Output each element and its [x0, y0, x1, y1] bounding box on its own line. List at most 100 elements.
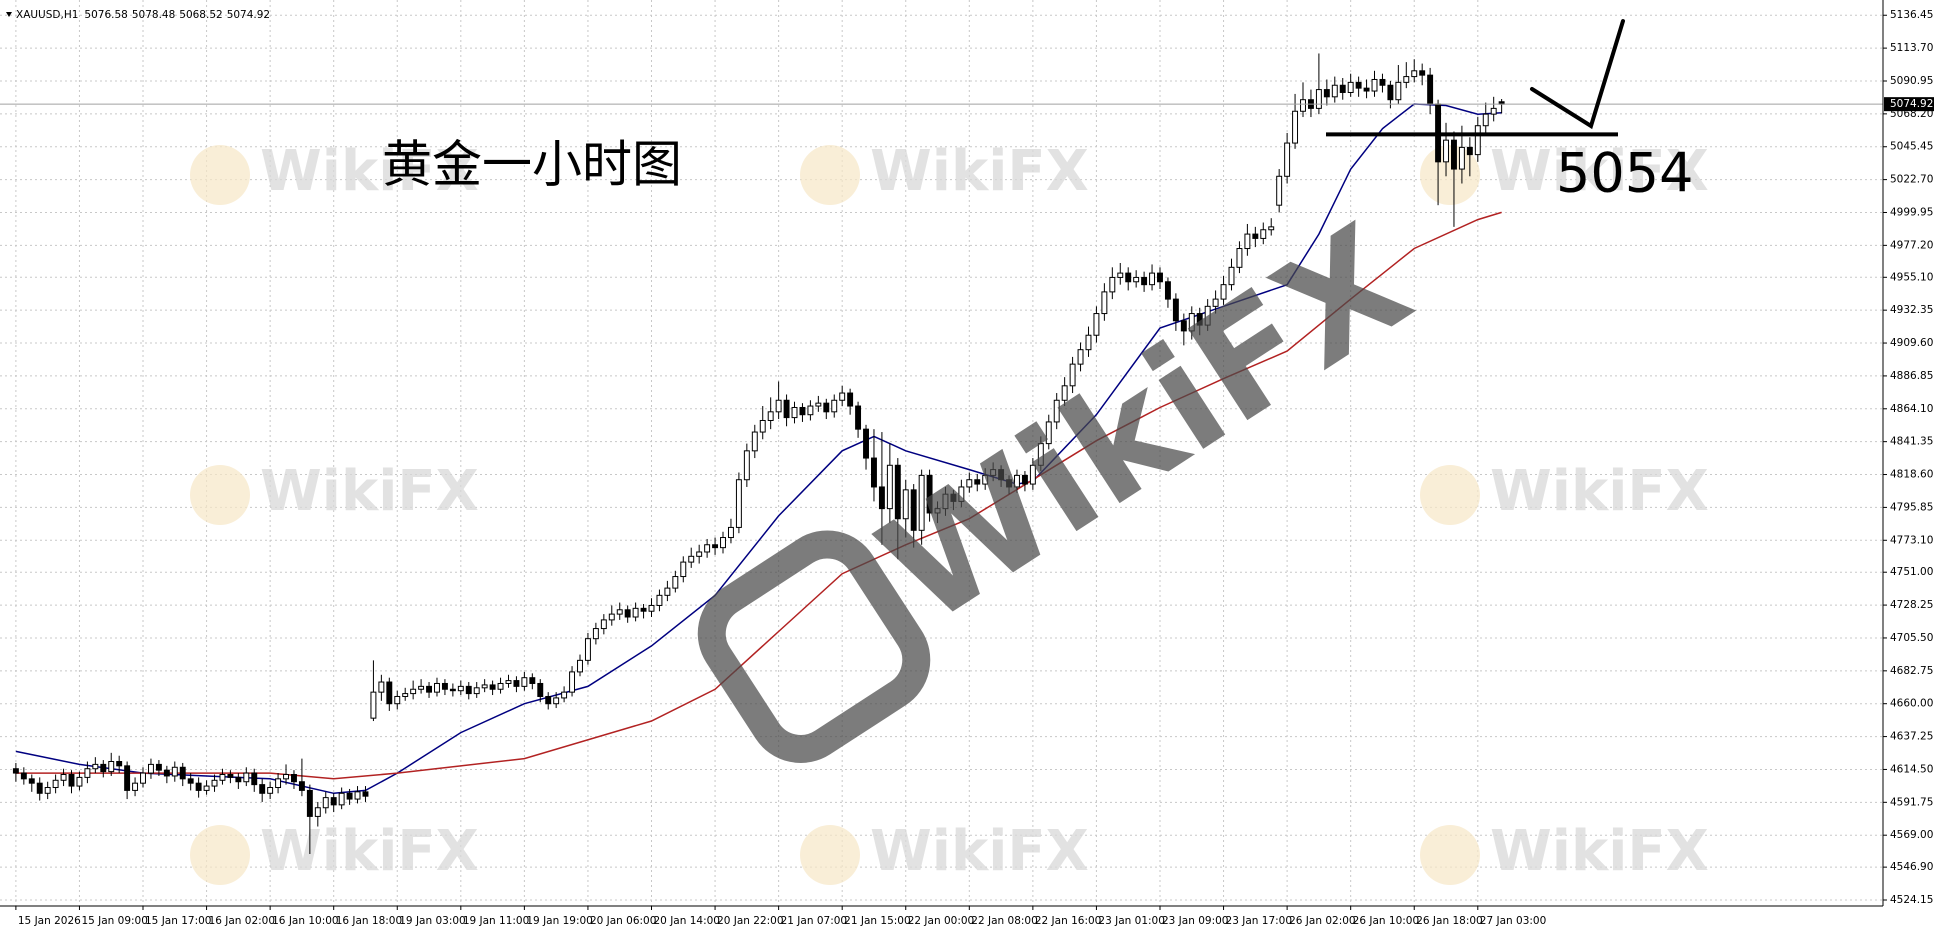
- candle-body: [910, 489, 917, 531]
- candle-body: [378, 681, 385, 693]
- candle-body: [712, 544, 719, 549]
- candle-body: [219, 774, 226, 781]
- chart-header: XAUUSD,H1 5076.58 5078.48 5068.52 5074.92: [16, 9, 270, 21]
- x-tick-label: 22 Jan 08:00: [971, 915, 1037, 927]
- candle-body: [886, 464, 893, 510]
- y-tick-label: 4886.85: [1890, 370, 1933, 382]
- x-tick-label: 26 Jan 02:00: [1289, 915, 1355, 927]
- watermark-logo: [190, 465, 250, 525]
- x-tick-label: 21 Jan 15:00: [844, 915, 910, 927]
- candle-body: [100, 763, 107, 773]
- y-tick-label: 4637.25: [1890, 731, 1933, 743]
- candle-body: [211, 779, 218, 787]
- candle-body: [569, 671, 576, 693]
- candle-body: [1347, 81, 1354, 93]
- watermark-logo: [190, 825, 250, 885]
- candle-body: [171, 766, 178, 777]
- candle-body: [124, 765, 131, 791]
- candle-body: [537, 682, 544, 697]
- candle-body: [1109, 276, 1116, 293]
- candle-body: [283, 774, 289, 780]
- x-tick-label: 19 Jan 19:00: [526, 915, 592, 927]
- candle-body: [1411, 70, 1418, 78]
- candle-body: [966, 479, 973, 488]
- candle-body: [1006, 479, 1012, 488]
- y-tick-label: 5136.45: [1890, 9, 1933, 21]
- candle-body: [799, 406, 806, 416]
- candle-body: [227, 774, 234, 778]
- candle-body: [998, 469, 1005, 481]
- watermark-logo: [1420, 465, 1480, 525]
- candle-body: [481, 684, 488, 689]
- candle-body: [330, 797, 337, 806]
- candle-body: [1093, 313, 1100, 336]
- candle-body: [1300, 99, 1306, 112]
- candle-body: [473, 687, 480, 695]
- candle-body: [529, 677, 536, 684]
- x-tick-label: 23 Jan 01:00: [1098, 915, 1164, 927]
- candle-body: [1021, 474, 1028, 485]
- candle-body: [243, 772, 250, 783]
- candle-body: [1268, 226, 1275, 231]
- candle-body: [108, 761, 115, 773]
- candle-body: [140, 772, 146, 784]
- candle-body: [735, 479, 742, 528]
- last-price-label: 5074.92: [1890, 98, 1933, 110]
- watermark-center-logo: [697, 530, 931, 763]
- x-tick-label: 27 Jan 03:00: [1480, 915, 1546, 927]
- candle-body: [155, 763, 162, 771]
- y-tick-label: 4773.10: [1890, 534, 1933, 546]
- watermark-logo: [1420, 145, 1480, 205]
- candle-body: [863, 428, 869, 459]
- x-tick-label: 23 Jan 09:00: [1162, 915, 1228, 927]
- candle-body: [878, 486, 885, 510]
- candle-body: [1157, 272, 1163, 283]
- candle-body: [640, 607, 647, 612]
- y-tick-label: 5113.70: [1890, 42, 1933, 54]
- candle-body: [84, 768, 91, 778]
- candle-body: [267, 787, 274, 794]
- x-tick-label: 20 Jan 14:00: [654, 915, 720, 927]
- candle-body: [1244, 233, 1251, 250]
- x-tick-label: 21 Jan 07:00: [781, 915, 847, 927]
- candle-body: [680, 561, 687, 578]
- candle-body: [1212, 298, 1219, 307]
- candle-body: [577, 659, 583, 673]
- candle-body: [1339, 84, 1346, 93]
- candle-body: [410, 688, 417, 695]
- candle-body: [187, 778, 194, 784]
- last-price-box: [1884, 97, 1934, 112]
- y-tick-label: 5090.95: [1890, 75, 1933, 87]
- watermark-text: WikiFX: [1490, 459, 1709, 524]
- candle-body: [1164, 281, 1171, 300]
- x-tick-label: 16 Jan 18:00: [336, 915, 402, 927]
- y-tick-label: 4569.00: [1890, 829, 1933, 841]
- candle-body: [1276, 175, 1283, 206]
- watermark-text: WikiFX: [1490, 139, 1709, 204]
- y-tick-label: 4841.35: [1890, 436, 1933, 448]
- candle-body: [584, 638, 591, 661]
- candle-body: [1141, 276, 1148, 286]
- candle-body: [1188, 313, 1195, 332]
- candle-body: [1443, 139, 1449, 163]
- watermark-logo: [190, 145, 250, 205]
- x-tick-label: 22 Jan 16:00: [1035, 915, 1101, 927]
- candle-body: [942, 493, 949, 510]
- candle-body: [775, 399, 782, 413]
- candle-body: [815, 402, 822, 407]
- candle-body: [1331, 84, 1338, 98]
- candle-body: [926, 474, 933, 514]
- candle-body: [990, 469, 997, 476]
- candle-body: [28, 778, 35, 784]
- watermark-text: WikiFX: [1490, 819, 1709, 884]
- x-tick-label: 16 Jan 02:00: [209, 915, 275, 927]
- candle-body: [1284, 142, 1291, 177]
- candle-body: [1466, 146, 1473, 156]
- level-label: 5054: [1556, 142, 1693, 205]
- y-tick-label: 4682.75: [1890, 665, 1933, 677]
- y-tick-label: 4977.20: [1890, 239, 1933, 251]
- candle-body: [20, 772, 27, 780]
- candle-body: [346, 792, 353, 800]
- candle-body: [656, 594, 663, 606]
